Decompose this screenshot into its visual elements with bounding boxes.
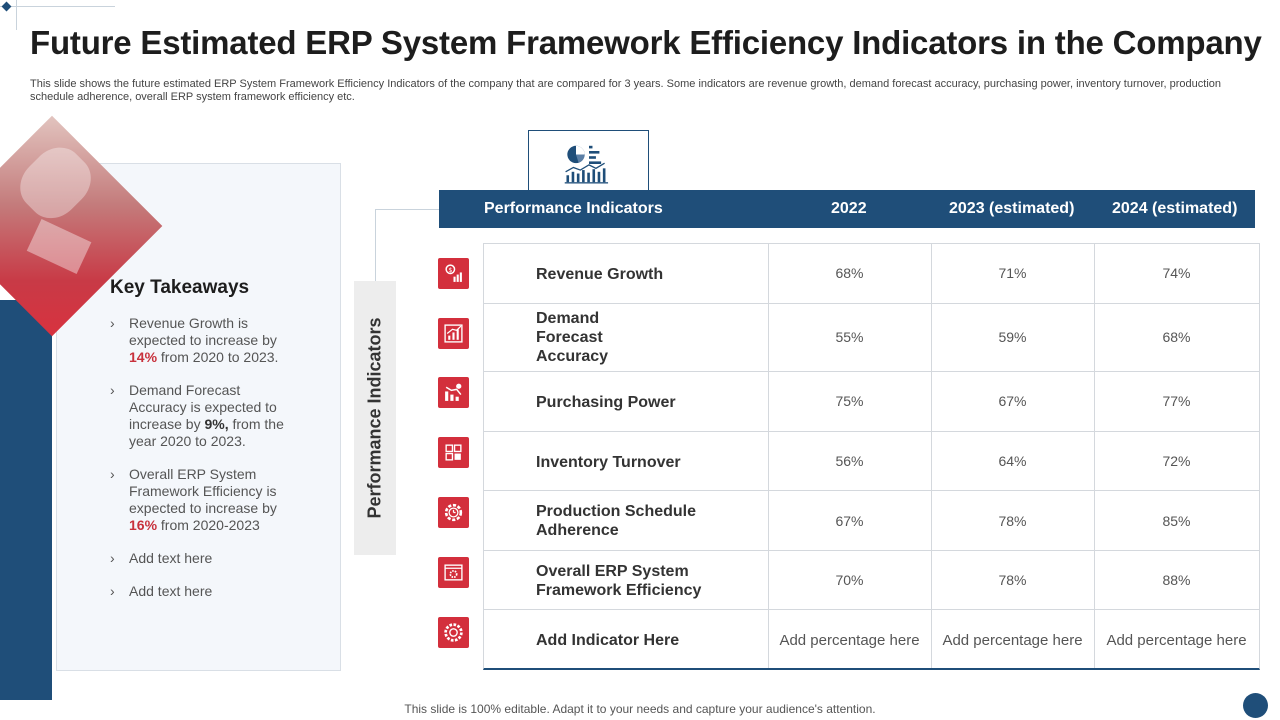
decorative-top-line [0,6,115,7]
table-row: Inventory Turnover 56% 64% 72% [484,432,1259,491]
takeaway-highlight: 16% [129,517,158,533]
column-divider [1094,244,1095,668]
analytics-icon-box [528,130,649,192]
takeaway-item: › Add text here [110,583,300,600]
value-2023: 78% [998,572,1027,588]
takeaway-highlight: 9%, [204,416,229,432]
page-indicator-dot [1243,693,1268,718]
browser-gear-icon [438,557,469,588]
takeaway-text-end: from 2020 to 2023. [157,349,279,365]
takeaway-text-end: from the year 2020 to 2023. [129,416,284,449]
value-2022: 68% [835,265,864,281]
table-row: Demand Forecast Accuracy 55% 59% 68% [484,304,1259,372]
indicators-table: Revenue Growth 68% 71% 74% Demand Foreca… [483,243,1260,670]
takeaway-highlight: 14% [129,349,158,365]
value-2023: 67% [998,393,1027,409]
column-divider [768,244,769,668]
table-row: Purchasing Power 75% 67% 77% [484,372,1259,432]
chevron-right-icon: › [110,466,115,482]
inventory-boxes-icon [438,437,469,468]
header-performance-indicators: Performance Indicators [484,200,663,217]
svg-text:$: $ [448,267,452,274]
table-row: Overall ERP System Framework Efficiency … [484,551,1259,610]
connector-line [375,209,439,210]
side-label: Performance Indicators [364,317,385,519]
indicator-name: Demand Forecast Accuracy [536,310,609,365]
office-photo-diamond [0,112,166,340]
takeaway-item: › Demand Forecast Accuracy is expected to… [110,382,300,450]
takeaway-text-end: from 2020-2023 [157,517,260,533]
takeaway-text: Revenue Growth is expected to increase b… [129,315,277,348]
value-2024: 85% [1162,513,1191,529]
chevron-right-icon: › [110,382,115,398]
gear-clock-icon [438,497,469,528]
takeaway-text: Add text here [129,550,213,566]
left-accent-bar [0,300,52,700]
value-2023: Add percentage here [942,632,1083,649]
value-2023: 59% [998,329,1027,345]
chevron-right-icon: › [110,315,115,331]
value-2024: Add percentage here [1106,632,1247,649]
key-takeaways-list: › Revenue Growth is expected to increase … [110,315,300,616]
page-title: Future Estimated ERP System Framework Ef… [30,24,1262,61]
side-label-panel [354,281,396,555]
column-divider [931,244,932,668]
page-subtitle: This slide shows the future estimated ER… [30,78,1222,103]
indicator-name: Purchasing Power [536,394,676,411]
forecast-chart-icon [438,318,469,349]
footer-note: This slide is 100% editable. Adapt it to… [404,702,876,716]
chevron-right-icon: › [110,583,115,599]
value-2022: 75% [835,393,864,409]
value-2024: 68% [1162,329,1191,345]
takeaway-item: › Overall ERP System Framework Efficiency… [110,466,300,534]
table-row: Revenue Growth 68% 71% 74% [484,244,1259,304]
header-2022: 2022 [831,200,867,217]
gear-icon [438,617,469,648]
value-2024: 77% [1162,393,1191,409]
value-2024: 74% [1162,265,1191,281]
header-2023: 2023 (estimated) [949,200,1075,217]
table-header: Performance Indicators 2022 2023 (estima… [439,190,1255,228]
indicator-name: Overall ERP System Framework Efficiency [536,563,702,599]
takeaway-item: › Revenue Growth is expected to increase … [110,315,300,366]
table-row: Add Indicator Here Add percentage here A… [484,610,1259,669]
value-2022: 55% [835,329,864,345]
value-2022: 56% [835,453,864,469]
revenue-growth-icon: $ [438,258,469,289]
key-takeaways-title: Key Takeaways [110,277,250,298]
decorative-top-vline [16,0,17,30]
indicator-name: Add Indicator Here [536,632,680,649]
indicator-name: Revenue Growth [536,266,664,283]
connector-line [375,209,376,281]
analytics-dashboard-icon [564,145,609,184]
value-2022: Add percentage here [779,632,920,649]
value-2022: 67% [835,513,864,529]
takeaway-text: Overall ERP System Framework Efficiency … [129,466,277,516]
indicator-name: Production Schedule Adherence [536,503,697,539]
value-2023: 78% [998,513,1027,529]
value-2024: 72% [1162,453,1191,469]
office-photo-image [0,115,163,337]
takeaway-item: › Add text here [110,550,300,567]
decorative-diamond-dot [1,1,12,12]
value-2024: 88% [1162,572,1191,588]
indicator-name: Inventory Turnover [536,454,681,471]
header-2024: 2024 (estimated) [1112,200,1238,217]
purchasing-chart-icon [438,377,469,408]
value-2023: 64% [998,453,1027,469]
takeaway-text: Add text here [129,583,213,599]
chevron-right-icon: › [110,550,115,566]
value-2023: 71% [998,265,1027,281]
takeaway-text: Demand Forecast Accuracy is expected to … [129,382,277,432]
table-row: Production Schedule Adherence 67% 78% 85… [484,491,1259,551]
value-2022: 70% [835,572,864,588]
